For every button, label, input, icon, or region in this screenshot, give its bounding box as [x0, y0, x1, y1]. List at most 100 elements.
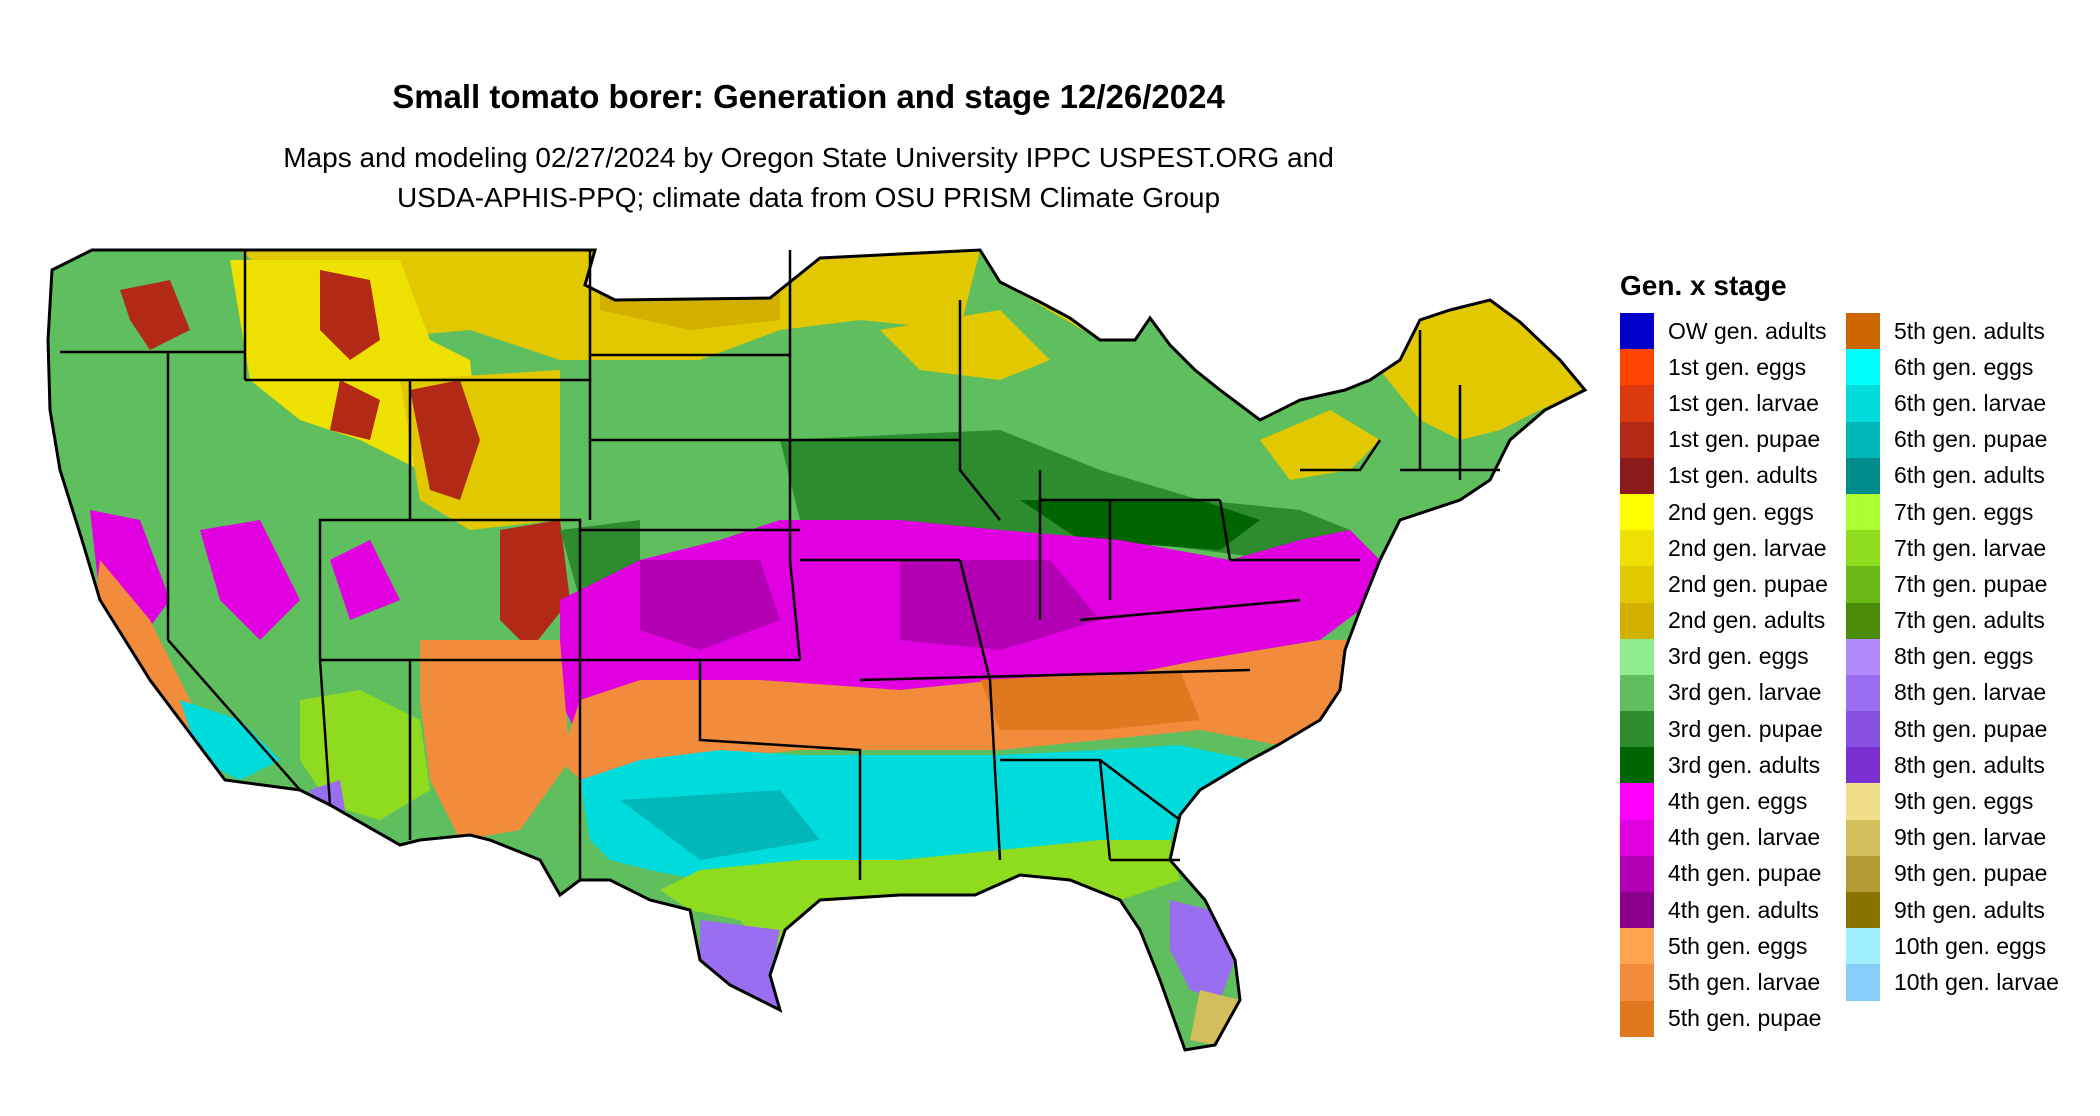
legend-label: 4th gen. pupae: [1668, 860, 1822, 887]
legend-swatch: [1620, 638, 1654, 675]
legend-item: OW gen. adults: [1620, 313, 1828, 350]
legend-label: 7th gen. pupae: [1894, 570, 2048, 597]
legend-item: 10th gen. eggs: [1846, 928, 2059, 965]
legend-label: 6th gen. eggs: [1894, 353, 2034, 380]
legend-item: 5th gen. larvae: [1620, 964, 1828, 1001]
legend-label: 7th gen. larvae: [1894, 534, 2047, 561]
legend-swatch: [1620, 964, 1654, 1001]
legend-item: 1st gen. adults: [1620, 457, 1828, 494]
legend-item: 1st gen. larvae: [1620, 385, 1828, 422]
legend-item: 6th gen. adults: [1846, 457, 2059, 494]
legend-label: 3rd gen. pupae: [1668, 715, 1823, 742]
legend-label: 3rd gen. eggs: [1668, 643, 1809, 670]
legend-swatch: [1846, 421, 1880, 458]
legend-item: 4th gen. eggs: [1620, 783, 1828, 820]
legend-label: 1st gen. adults: [1668, 462, 1818, 489]
legend-label: 8th gen. larvae: [1894, 679, 2047, 706]
legend-item: 8th gen. larvae: [1846, 674, 2059, 712]
legend-swatch: [1620, 530, 1654, 567]
legend-label: 10th gen. eggs: [1894, 932, 2047, 959]
legend-item: 3rd gen. adults: [1620, 747, 1828, 784]
legend-item: 6th gen. larvae: [1846, 385, 2059, 422]
legend-item: 2nd gen. adults: [1620, 602, 1828, 639]
legend-swatch: [1846, 964, 1880, 1001]
legend-item: 8th gen. eggs: [1846, 638, 2059, 675]
legend-item: 8th gen. pupae: [1846, 711, 2059, 748]
subtitle-line-1: Maps and modeling 02/27/2024 by Oregon S…: [283, 142, 1334, 173]
legend-swatch: [1620, 892, 1654, 929]
legend-swatch: [1846, 783, 1880, 820]
legend-item: 1st gen. pupae: [1620, 421, 1828, 458]
legend-swatch: [1620, 349, 1654, 386]
legend-swatch: [1846, 602, 1880, 639]
map-subtitle: Maps and modeling 02/27/2024 by Oregon S…: [0, 138, 1617, 218]
legend-swatch: [1846, 892, 1880, 929]
legend-label: OW gen. adults: [1668, 317, 1827, 344]
legend-label: 9th gen. eggs: [1894, 788, 2034, 815]
legend-label: 3rd gen. adults: [1668, 751, 1821, 778]
legend-label: 1st gen. pupae: [1668, 426, 1821, 453]
legend-label: 1st gen. larvae: [1668, 389, 1819, 416]
legend-swatch: [1846, 747, 1880, 784]
legend-item: 5th gen. adults: [1846, 313, 2059, 350]
legend-item: 2nd gen. pupae: [1620, 566, 1828, 603]
legend-item: 7th gen. pupae: [1846, 566, 2059, 603]
map-title: Small tomato borer: Generation and stage…: [392, 78, 1225, 115]
legend-swatch: [1846, 493, 1880, 531]
legend-swatch: [1846, 674, 1880, 712]
state-borders: [60, 250, 1500, 880]
legend-swatch: [1620, 385, 1654, 422]
legend-swatch: [1846, 530, 1880, 567]
legend-label: 5th gen. pupae: [1668, 1005, 1822, 1032]
legend-swatch: [1846, 711, 1880, 748]
legend-swatch: [1620, 674, 1654, 712]
legend-item: 4th gen. larvae: [1620, 819, 1828, 856]
legend-label: 8th gen. adults: [1894, 751, 2045, 778]
legend-item: 7th gen. larvae: [1846, 530, 2059, 567]
legend-item: 5th gen. eggs: [1620, 928, 1828, 965]
legend-item: 2nd gen. eggs: [1620, 493, 1828, 531]
legend-column-2: 5th gen. adults 6th gen. eggs 6th gen. lar…: [1846, 313, 2059, 1001]
us-map: [46, 248, 1588, 1052]
legend-swatch: [1620, 747, 1654, 784]
legend-label: 7th gen. eggs: [1894, 498, 2034, 525]
legend-swatch: [1846, 313, 1880, 350]
generation-stage-raster: [48, 250, 1585, 1050]
legend-item: 4th gen. adults: [1620, 892, 1828, 929]
legend-item: 2nd gen. larvae: [1620, 530, 1828, 567]
legend-swatch: [1620, 421, 1654, 458]
legend-label: 6th gen. larvae: [1894, 389, 2047, 416]
us-map-graphic: [46, 248, 1588, 1052]
legend-label: 2nd gen. eggs: [1668, 498, 1814, 525]
legend-item: 4th gen. pupae: [1620, 855, 1828, 892]
legend-column-1: OW gen. adults 1st gen. eggs 1st gen. larv…: [1620, 313, 1828, 1037]
legend-label: 4th gen. adults: [1668, 896, 1819, 923]
subtitle-line-2: USDA-APHIS-PPQ; climate data from OSU PR…: [396, 182, 1221, 213]
legend-label: 6th gen. pupae: [1894, 426, 2048, 453]
legend-label: 10th gen. larvae: [1894, 968, 2059, 995]
legend-item: 6th gen. pupae: [1846, 421, 2059, 458]
legend-swatch: [1846, 349, 1880, 386]
legend-label: 2nd gen. larvae: [1668, 534, 1827, 561]
legend-label: 2nd gen. adults: [1668, 607, 1826, 634]
legend-swatch: [1846, 928, 1880, 965]
legend-swatch: [1846, 638, 1880, 675]
legend-label: 4th gen. larvae: [1668, 824, 1821, 851]
legend-swatch: [1620, 566, 1654, 603]
legend-swatch: [1620, 602, 1654, 639]
legend-swatch: [1620, 1000, 1654, 1037]
legend-swatch: [1620, 711, 1654, 748]
legend-swatch: [1620, 819, 1654, 856]
legend-swatch: [1620, 493, 1654, 531]
legend-item: 3rd gen. pupae: [1620, 711, 1828, 748]
legend-swatch: [1846, 819, 1880, 856]
legend-swatch: [1620, 457, 1654, 494]
legend-item: 8th gen. adults: [1846, 747, 2059, 784]
legend-swatch: [1846, 457, 1880, 494]
legend-item: 9th gen. eggs: [1846, 783, 2059, 820]
legend-label: 6th gen. adults: [1894, 462, 2045, 489]
legend-item: 9th gen. adults: [1846, 892, 2059, 929]
legend-item: 7th gen. adults: [1846, 602, 2059, 639]
legend-item: 9th gen. larvae: [1846, 819, 2059, 856]
legend-label: 9th gen. adults: [1894, 896, 2045, 923]
